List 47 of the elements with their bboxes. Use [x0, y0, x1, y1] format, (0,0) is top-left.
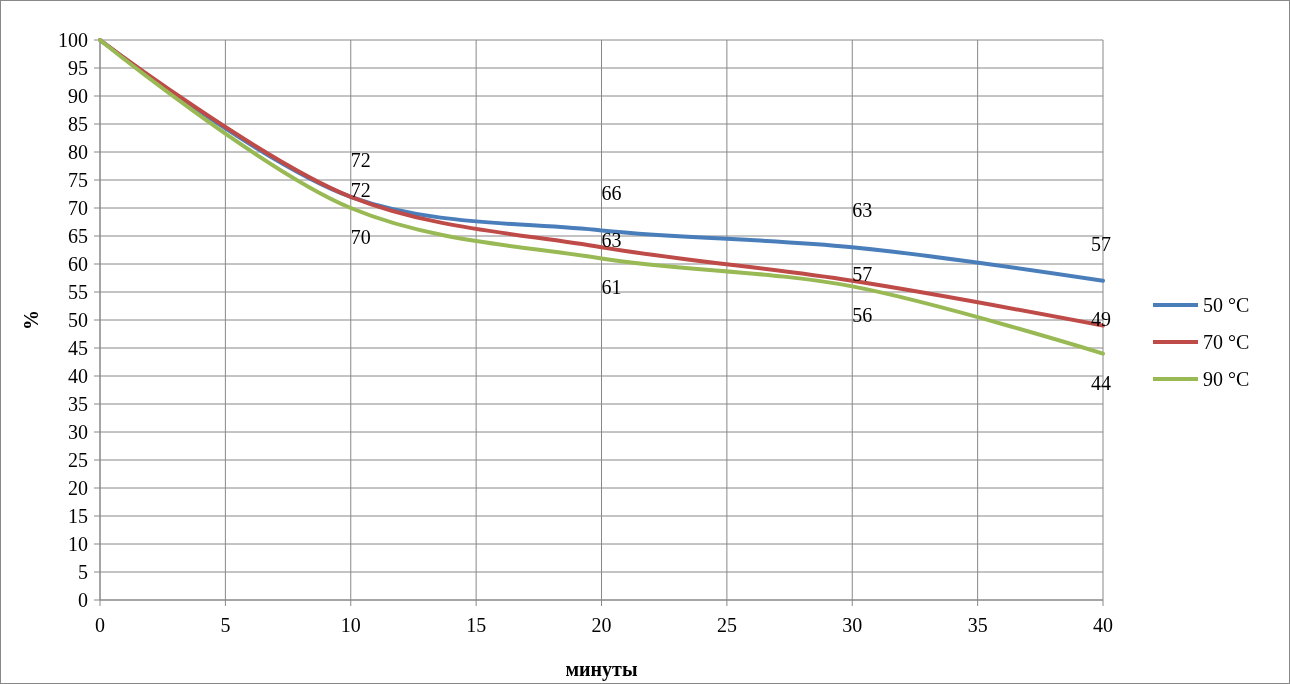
x-tick-label: 25: [716, 614, 737, 636]
y-tick-label: 85: [68, 113, 88, 135]
y-tick-label: 50: [68, 309, 88, 331]
x-tick-label: 5: [220, 614, 231, 636]
y-tick-label: 70: [68, 197, 88, 219]
y-tick-label: 25: [68, 449, 88, 471]
data-label: 70: [350, 226, 371, 248]
x-tick-label: 15: [466, 614, 487, 636]
y-tick-label: 15: [68, 505, 88, 527]
data-label: 49: [1091, 307, 1111, 330]
x-tick-label: 40: [1093, 614, 1113, 636]
x-tick-label: 10: [340, 614, 361, 636]
data-label: 66: [601, 182, 622, 205]
y-tick-label: 30: [68, 421, 88, 443]
y-tick-label: 45: [68, 337, 88, 359]
x-tick-label: 20: [591, 614, 612, 636]
y-tick-label: 60: [68, 253, 88, 275]
y-axis-title: %: [20, 310, 42, 330]
data-label: 44: [1091, 371, 1111, 394]
y-tick-label: 90: [68, 85, 88, 107]
data-label: 57: [852, 262, 873, 285]
y-tick-label: 40: [68, 365, 88, 387]
data-label: 57: [1091, 232, 1111, 255]
data-label: 72: [350, 148, 371, 171]
data-label: 56: [852, 304, 873, 327]
y-tick-label: 80: [68, 141, 88, 163]
y-tick-label: 55: [68, 281, 88, 303]
data-label: 72: [350, 178, 371, 201]
data-label: 63: [852, 199, 873, 222]
y-tick-label: 10: [68, 533, 88, 555]
y-tick-label: 100: [58, 29, 88, 51]
y-tick-label: 20: [68, 477, 88, 499]
x-axis-title: минуты: [565, 658, 638, 681]
data-label: 61: [601, 276, 622, 299]
y-tick-label: 35: [68, 393, 88, 415]
legend-label: 50 °C: [1203, 294, 1250, 316]
y-tick-label: 75: [68, 169, 88, 191]
legend-label: 90 °C: [1203, 368, 1250, 390]
y-tick-label: 65: [68, 225, 88, 247]
x-tick-label: 35: [967, 614, 988, 636]
y-tick-label: 0: [78, 589, 88, 611]
legend-label: 70 °C: [1203, 331, 1250, 353]
y-tick-label: 95: [68, 57, 88, 79]
data-label: 63: [601, 229, 622, 252]
x-tick-label: 30: [842, 614, 863, 636]
x-tick-label: 0: [95, 614, 105, 636]
y-tick-label: 5: [78, 561, 88, 583]
